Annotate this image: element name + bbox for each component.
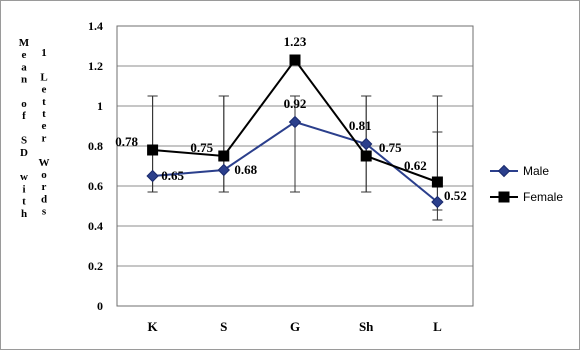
x-tick-label: K — [148, 319, 159, 334]
y-axis-label-char: d — [41, 193, 47, 205]
legend-marker — [497, 164, 511, 178]
marker-female — [147, 144, 159, 156]
marker-male — [359, 137, 373, 151]
y-axis-label-char: L — [40, 71, 47, 83]
legend-item-female: Female — [490, 190, 563, 204]
y-axis-label-char: D — [20, 147, 28, 159]
y-axis-label-char: h — [21, 208, 27, 220]
data-label-female: 0.78 — [115, 134, 138, 149]
y-axis-label-char: i — [22, 183, 25, 195]
data-label-male: 0.68 — [234, 162, 257, 177]
data-label-male: 0.92 — [284, 96, 307, 111]
marker-male — [288, 115, 302, 129]
marker-female — [289, 54, 301, 66]
y-tick-label: 1 — [97, 99, 103, 113]
x-tick-label: S — [220, 319, 227, 334]
y-axis-label-char: t — [42, 108, 46, 120]
series-markers — [146, 54, 444, 209]
y-axis-label-char: o — [21, 98, 27, 110]
legend-item-male: Male — [490, 164, 549, 178]
y-axis-label-char: e — [42, 84, 47, 96]
y-axis-ticks: 0 0.2 0.4 0.6 0.8 1 1.2 1.4 — [88, 19, 103, 313]
y-tick-label: 1.2 — [88, 59, 103, 73]
marker-male — [146, 169, 159, 183]
x-axis-categories: K S G Sh L — [148, 319, 443, 334]
y-tick-label: 0.8 — [88, 139, 103, 153]
data-label-female: 0.75 — [379, 140, 402, 155]
data-label-male: 0.65 — [161, 168, 184, 183]
marker-female — [431, 176, 443, 188]
y-axis-label-char: e — [42, 120, 47, 132]
y-tick-label: 0.6 — [88, 179, 103, 193]
y-axis-label-char: W — [39, 157, 50, 169]
y-axis-label-char: s — [42, 206, 47, 218]
x-tick-label: L — [433, 319, 442, 334]
y-tick-label: 0 — [97, 299, 103, 313]
x-tick-label: G — [290, 319, 300, 334]
y-tick-label: 1.4 — [88, 19, 103, 33]
y-axis-label-char: t — [22, 196, 26, 208]
data-label-female: 1.23 — [284, 34, 307, 49]
y-axis-label-char: f — [22, 110, 26, 122]
y-axis-label-char: r — [42, 181, 47, 193]
legend: Male Female — [490, 164, 563, 204]
marker-male — [217, 163, 231, 177]
y-axis-label-char: r — [42, 132, 47, 144]
x-tick-label: Sh — [359, 319, 374, 334]
marker-male — [431, 195, 444, 209]
y-axis-label-char: e — [22, 49, 27, 61]
legend-marker — [498, 191, 510, 203]
data-labels: 0.65 0.680.920.810.520.78 0.751.230.750.62 — [115, 34, 467, 203]
legend-label: Female — [523, 190, 563, 204]
error-bars — [147, 95, 443, 221]
marker-female — [360, 150, 372, 162]
y-axis-label-char: a — [21, 61, 27, 73]
y-tick-label: 0.2 — [88, 259, 103, 273]
plot-area — [116, 25, 474, 307]
marker-female — [218, 150, 230, 162]
y-axis-label-char: M — [19, 37, 30, 49]
y-tick-label: 0.4 — [88, 219, 103, 233]
data-label-male: 0.52 — [444, 188, 467, 203]
data-label-female: 0.75 — [190, 140, 213, 155]
y-axis-label-char: 1 — [41, 47, 47, 59]
y-axis-label-char: t — [42, 96, 46, 108]
data-label-male: 0.81 — [349, 118, 372, 133]
data-label-female: 0.62 — [404, 158, 427, 173]
y-axis-label-char: w — [20, 171, 28, 183]
y-axis-label-char: n — [21, 74, 27, 86]
legend-label: Male — [523, 164, 549, 178]
y-axis-label-char: S — [21, 135, 27, 147]
y-axis-label-char: o — [41, 169, 47, 181]
